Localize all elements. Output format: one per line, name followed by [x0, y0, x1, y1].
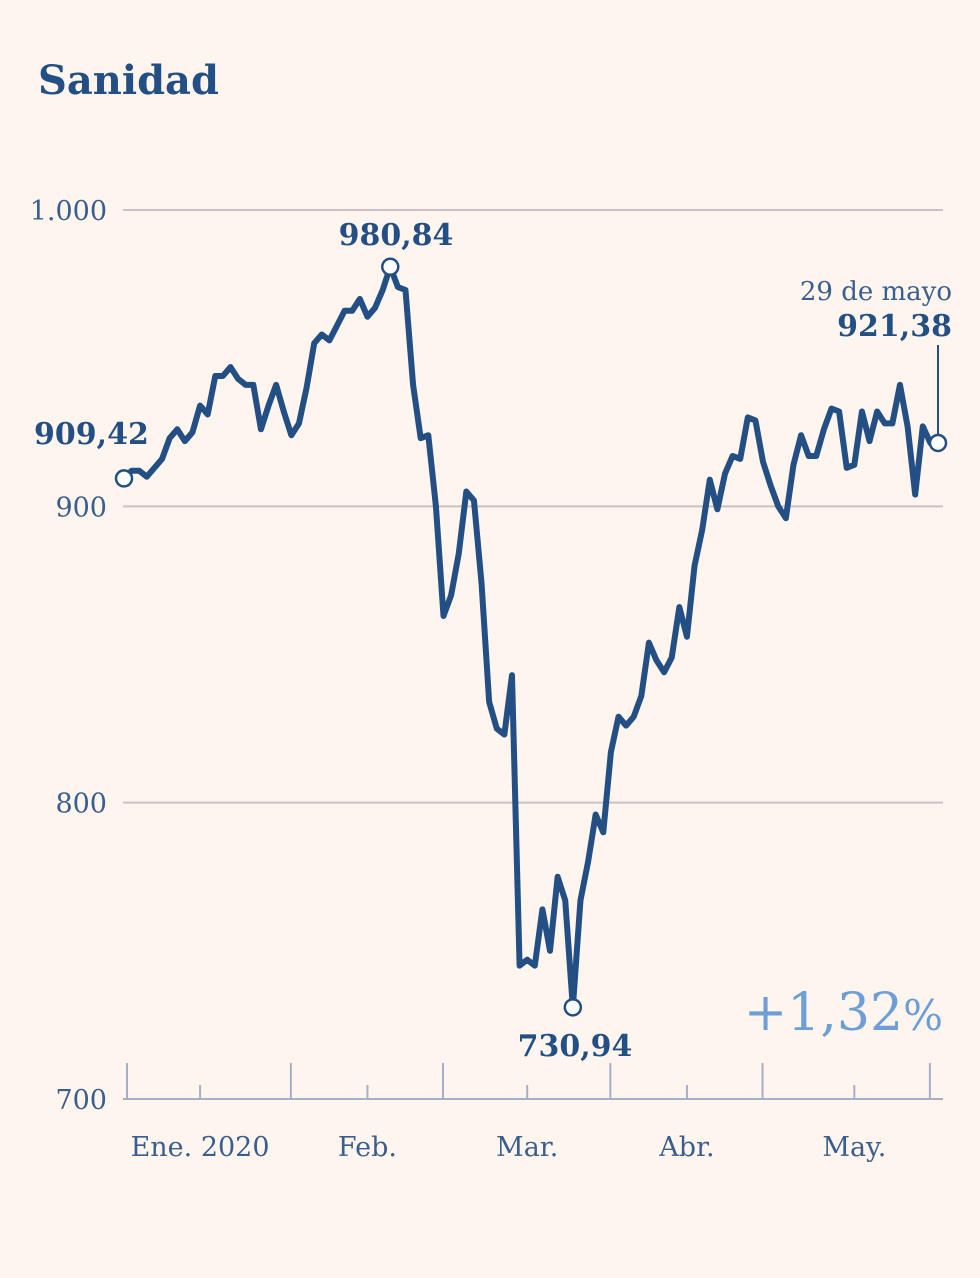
max-value-label: 980,84 [339, 218, 454, 253]
y-tick-label-700: 700 [55, 1085, 107, 1116]
chart-title: Sanidad [38, 57, 219, 104]
y-tick-label-800: 800 [55, 789, 107, 820]
change-unit: % [903, 991, 943, 1040]
x-tick-label-0: Ene. 2020 [131, 1132, 270, 1163]
end-date-label: 29 de mayo [800, 277, 952, 307]
min-point-marker [563, 998, 583, 1017]
series-line-sanidad [121, 263, 934, 1011]
change-value: +1,32 [744, 983, 903, 1043]
x-axis-labels: Ene. 2020 Feb. Mar. Abr. May. [131, 1132, 887, 1163]
x-axis [123, 1063, 943, 1100]
max-point-marker [381, 257, 400, 277]
start-value-label: 909,42 [34, 417, 149, 452]
min-value-label: 730,94 [518, 1029, 633, 1064]
y-tick-label-1000: 1.000 [30, 196, 107, 227]
y-tick-label-900: 900 [55, 492, 107, 523]
change-percent: +1,32% [744, 983, 943, 1043]
end-point-marker [928, 433, 948, 453]
x-tick-label-1: Feb. [338, 1132, 397, 1163]
start-point-marker [114, 469, 134, 488]
y-axis-ticks: 1.000 900 800 700 [30, 196, 107, 1116]
end-value-label: 921,38 [837, 309, 952, 344]
x-tick-label-3: Abr. [658, 1132, 714, 1163]
x-tick-label-2: Mar. [496, 1132, 558, 1163]
gridlines [123, 209, 943, 804]
x-tick-label-4: May. [822, 1132, 886, 1163]
